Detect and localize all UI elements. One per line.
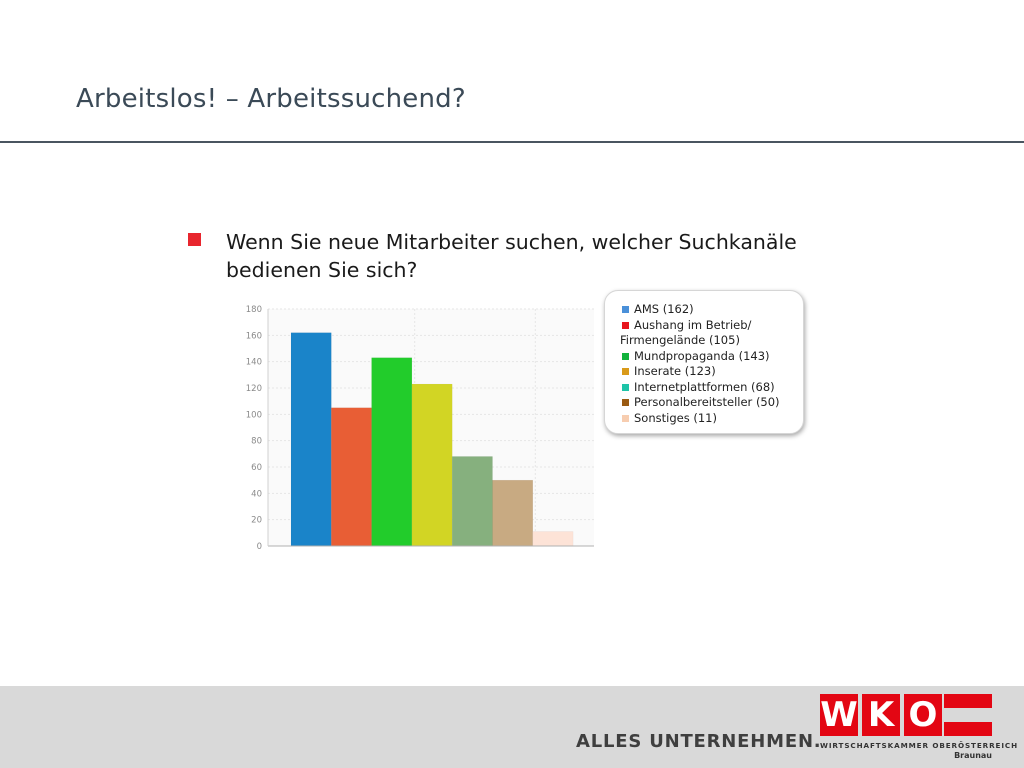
bar-6: Personalbereitsteller: 50	[492, 479, 534, 547]
legend-swatch	[622, 321, 629, 329]
footer-slogan: ALLES UNTERNEHMEN.	[576, 731, 822, 752]
legend-swatch	[622, 399, 629, 406]
legend-swatch	[622, 352, 629, 360]
legend-label: Personalbereitsteller (50)	[634, 395, 780, 409]
logo-flag-stripe-top	[944, 694, 992, 708]
bullet-square-icon	[188, 233, 201, 246]
y-tick-label: 40	[251, 489, 262, 499]
y-tick-label: 100	[246, 410, 262, 420]
logo-letter-k: K	[862, 694, 900, 736]
y-tick-label: 140	[246, 358, 262, 368]
question-text: Wenn Sie neue Mitarbeiter suchen, welche…	[226, 230, 797, 282]
y-tick-label: 60	[251, 463, 262, 473]
wko-logo: W K O WIRTSCHAFTSKAMMER OBERÖSTERREICH B…	[820, 694, 1018, 760]
legend-item: Personalbereitsteller (50)	[620, 395, 795, 411]
y-tick-label: 180	[246, 305, 262, 315]
bar-2: Aushang im Betrieb/ Firmengelände: 105	[331, 407, 372, 547]
logo-region: Braunau	[954, 751, 992, 760]
slide-title: Arbeitslos! – Arbeitssuchend?	[76, 84, 466, 114]
bar-1: AMS: 162	[290, 332, 332, 547]
legend-label: Mundpropaganda (143)	[634, 348, 770, 363]
legend-item: Mundpropaganda (143)	[620, 349, 795, 365]
y-tick-label: 120	[246, 384, 262, 394]
legend-item: Internetplattformen (68)	[620, 380, 795, 396]
legend-item: Sonstiges (11)	[620, 411, 795, 427]
legend-label: Internetplattformen (68)	[634, 379, 775, 394]
chart-legend: AMS (162) Aushang im Betrieb/ Firmengelän…	[604, 290, 804, 434]
y-tick-label: 20	[251, 516, 262, 526]
title-divider	[0, 141, 1024, 143]
legend-swatch	[622, 368, 629, 375]
y-tick-label: 0	[257, 542, 262, 552]
legend-item: Aushang im Betrieb/ Firmengelände (105)	[620, 318, 795, 349]
legend-swatch	[622, 383, 629, 391]
bar-3: Mundpropaganda: 143	[371, 357, 413, 547]
legend-item: Inserate (123)	[620, 364, 795, 380]
logo-subtitle: WIRTSCHAFTSKAMMER OBERÖSTERREICH	[820, 741, 1018, 750]
bar-7: Sonstiges: 11	[532, 531, 574, 547]
y-tick-label: 160	[246, 331, 262, 341]
legend-label: Inserate (123)	[634, 364, 716, 378]
legend-item: AMS (162)	[620, 302, 795, 318]
legend-label: Aushang im Betrieb/ Firmengelände (105)	[620, 317, 752, 348]
bar-chart: 0 20 40 60 80 100 120 140 160 180 AMS: 162Aushang …	[246, 305, 594, 552]
legend-label: Sonstiges (11)	[634, 410, 717, 425]
bar-4: Inserate: 123	[411, 383, 453, 547]
legend-swatch	[622, 306, 629, 313]
legend-label: AMS (162)	[634, 302, 694, 316]
bar-5: Internetplattformen: 68	[451, 456, 493, 547]
logo-flag-stripe-bottom	[944, 722, 992, 736]
legend-swatch	[622, 414, 629, 422]
y-tick-label: 80	[251, 437, 262, 447]
logo-letter-w: W	[820, 694, 858, 736]
logo-letter-o: O	[904, 694, 942, 736]
